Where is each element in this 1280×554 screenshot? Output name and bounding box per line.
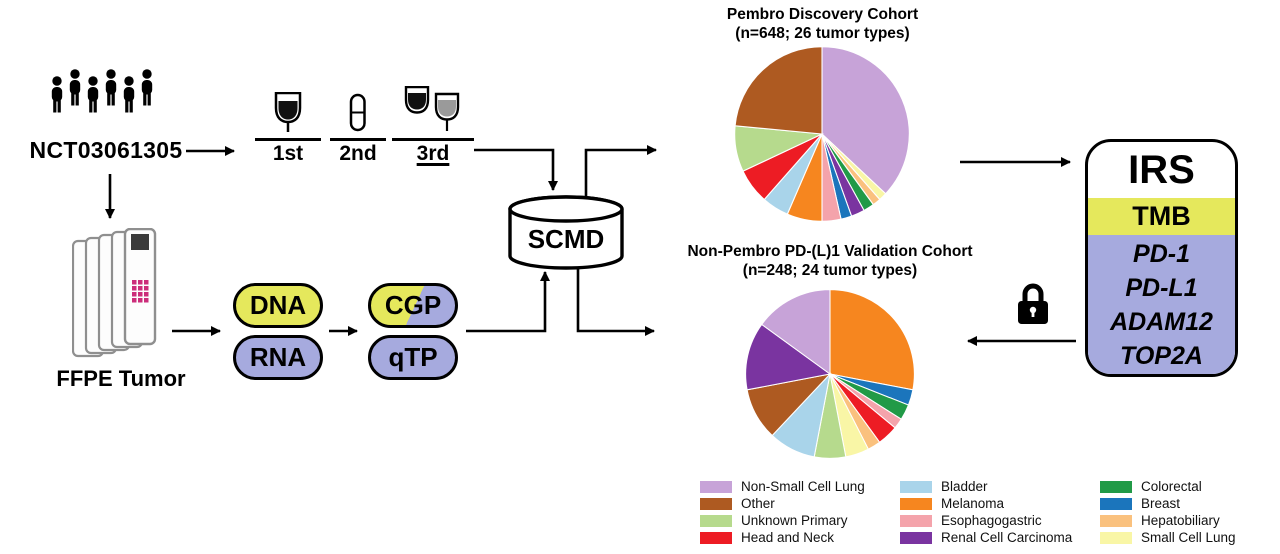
treatment-line-2: 2nd bbox=[330, 62, 386, 166]
legend-item: Melanoma bbox=[900, 495, 1100, 512]
irs-gene-list: PD-1 PD-L1 ADAM12 TOP2A bbox=[1088, 235, 1235, 374]
dna-box: DNA bbox=[233, 283, 323, 328]
legend-item: Other bbox=[700, 495, 900, 512]
legend-label: Non-Small Cell Lung bbox=[741, 479, 865, 494]
legend-swatch bbox=[700, 480, 732, 493]
database-cylinder-icon bbox=[508, 195, 624, 270]
discovery-cohort-pie bbox=[732, 44, 912, 224]
legend-label: Bladder bbox=[941, 479, 988, 494]
validation-cohort-title: Non-Pembro PD-(L)1 Validation Cohort (n=… bbox=[640, 243, 1020, 280]
legend-column-2: Bladder Melanoma Esophagogastric Renal C… bbox=[900, 478, 1100, 546]
scmd-label: SCMD bbox=[527, 224, 605, 254]
legend-column-1: Non-Small Cell Lung Other Unknown Primar… bbox=[700, 478, 900, 546]
legend-item: Bladder bbox=[900, 478, 1100, 495]
legend-label: Esophagogastric bbox=[941, 513, 1042, 528]
legend-label: Hepatobiliary bbox=[1141, 513, 1220, 528]
legend-label: Small Cell Lung bbox=[1141, 530, 1236, 545]
ffpe-slides-icon bbox=[71, 227, 164, 360]
legend-item: Breast bbox=[1100, 495, 1280, 512]
treatment-line-2-text: 2nd bbox=[339, 142, 377, 165]
treatment-line-1-text: 1st bbox=[272, 142, 304, 165]
irs-gene: PD-L1 bbox=[1125, 273, 1198, 302]
legend-swatch bbox=[1100, 497, 1132, 510]
legend-label: Unknown Primary bbox=[741, 513, 848, 528]
pie-slice bbox=[745, 323, 832, 391]
legend-swatch bbox=[700, 514, 732, 527]
legend-swatch bbox=[900, 514, 932, 527]
legend-item: Hepatobiliary bbox=[1100, 512, 1280, 529]
legend-column-3: Colorectal Breast Hepatobiliary Small Ce… bbox=[1100, 478, 1280, 546]
irs-tmb-band: TMB bbox=[1088, 198, 1235, 235]
validation-title-line2: (n=248; 24 tumor types) bbox=[742, 261, 918, 279]
legend-swatch bbox=[900, 531, 932, 544]
legend-swatch bbox=[1100, 531, 1132, 544]
irs-gene: PD-1 bbox=[1133, 239, 1190, 268]
capsule-icon bbox=[330, 62, 386, 138]
irs-gene: TOP2A bbox=[1120, 341, 1203, 370]
pie-slice bbox=[829, 289, 915, 391]
irs-gene: ADAM12 bbox=[1110, 307, 1213, 336]
double-iv-bag-icon bbox=[392, 62, 474, 138]
iv-bag-icon bbox=[255, 62, 321, 138]
legend-label: Melanoma bbox=[941, 496, 1005, 511]
legend-label: Other bbox=[741, 496, 775, 511]
treatment-line-label: 2nd bbox=[330, 138, 386, 166]
legend-label: Renal Cell Carcinoma bbox=[941, 530, 1073, 545]
legend-swatch bbox=[1100, 480, 1132, 493]
legend-label: Colorectal bbox=[1141, 479, 1202, 494]
legend-label: Breast bbox=[1141, 496, 1181, 511]
pie-slice bbox=[821, 46, 910, 195]
ffpe-label: FFPE Tumor bbox=[56, 366, 186, 391]
legend-item: Renal Cell Carcinoma bbox=[900, 529, 1100, 546]
pie-slice bbox=[734, 46, 823, 135]
treatment-line-3-text: 3rd bbox=[416, 142, 450, 165]
rna-box: RNA bbox=[233, 335, 323, 380]
legend-swatch bbox=[700, 531, 732, 544]
discovery-title-line1: Pembro Discovery Cohort bbox=[726, 6, 919, 23]
treatment-line-label: 3rd bbox=[392, 138, 474, 166]
lock-icon bbox=[1014, 281, 1052, 327]
legend-item: Colorectal bbox=[1100, 478, 1280, 495]
legend-swatch bbox=[900, 480, 932, 493]
legend-swatch bbox=[900, 497, 932, 510]
treatment-line-3: 3rd bbox=[392, 62, 474, 166]
patient-cohort-icon bbox=[46, 68, 176, 120]
scmd-database: SCMD bbox=[504, 192, 628, 274]
qtp-box: qTP bbox=[368, 335, 458, 380]
pie-slice bbox=[761, 289, 831, 376]
treatment-line-1: 1st bbox=[255, 62, 321, 166]
validation-title-line1: Non-Pembro PD-(L)1 Validation Cohort bbox=[687, 243, 973, 260]
trial-id-label: NCT03061305 bbox=[29, 137, 183, 163]
legend-item: Small Cell Lung bbox=[1100, 529, 1280, 546]
irs-title: IRS bbox=[1128, 147, 1195, 192]
legend-item: Head and Neck bbox=[700, 529, 900, 546]
tumor-type-legend: Non-Small Cell Lung Other Unknown Primar… bbox=[700, 478, 1280, 546]
discovery-title-line2: (n=648; 26 tumor types) bbox=[735, 24, 910, 42]
legend-swatch bbox=[700, 497, 732, 510]
legend-item: Unknown Primary bbox=[700, 512, 900, 529]
legend-swatch bbox=[1100, 514, 1132, 527]
treatment-line-label: 1st bbox=[255, 138, 321, 166]
legend-item: Esophagogastric bbox=[900, 512, 1100, 529]
validation-cohort-pie bbox=[743, 287, 917, 461]
cgp-box: CGP bbox=[368, 283, 458, 328]
legend-item: Non-Small Cell Lung bbox=[700, 478, 900, 495]
legend-label: Head and Neck bbox=[741, 530, 835, 545]
discovery-cohort-title: Pembro Discovery Cohort (n=648; 26 tumor… bbox=[655, 6, 990, 43]
irs-panel: IRS TMB PD-1 PD-L1 ADAM12 TOP2A bbox=[1085, 139, 1238, 377]
